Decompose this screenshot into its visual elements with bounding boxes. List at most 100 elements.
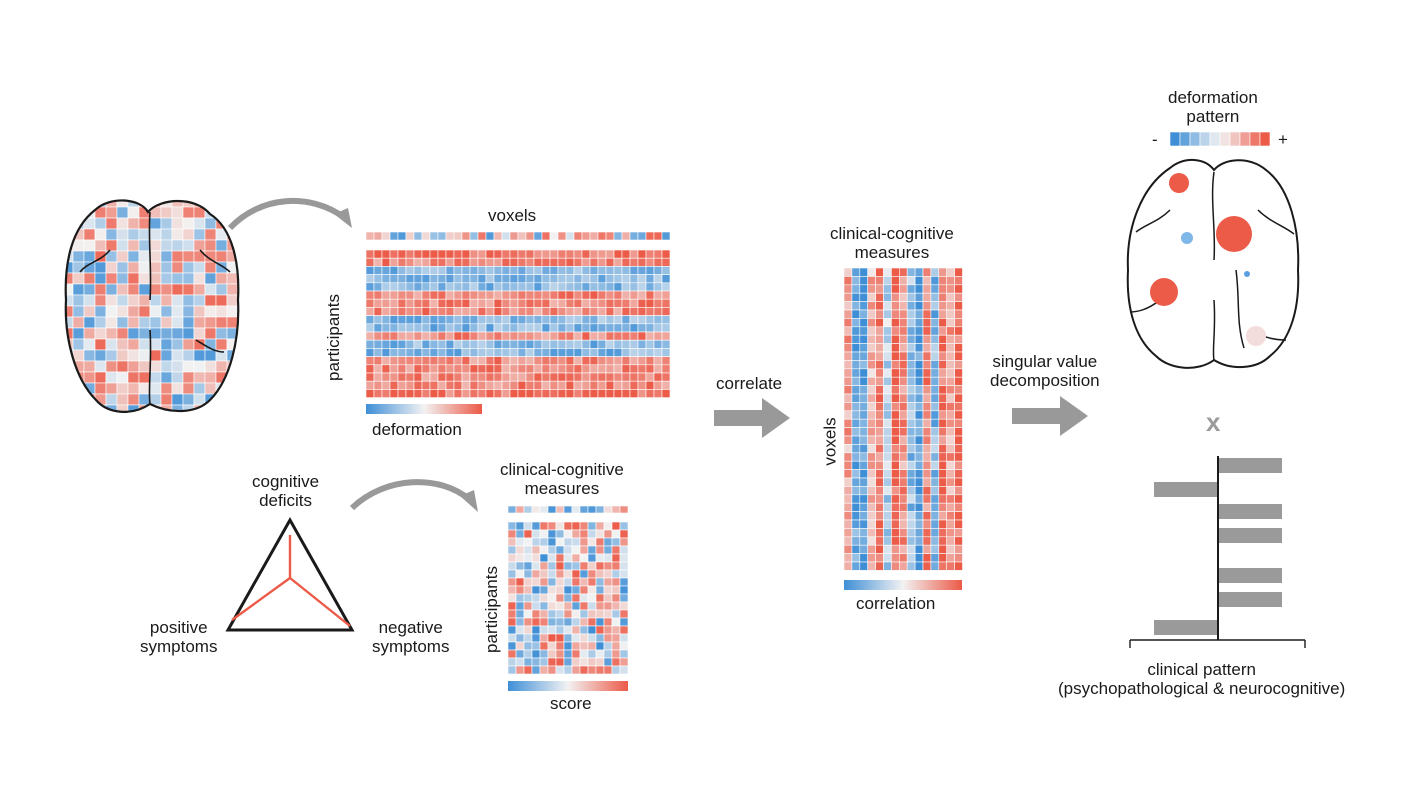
voxel-matrix-cell	[485, 249, 495, 259]
brain-voxel-cell	[226, 206, 239, 219]
correlation-matrix-cell	[891, 368, 900, 378]
voxel-matrix-cell	[461, 380, 471, 390]
correlation-matrix-cell	[906, 360, 916, 370]
correlation-matrix-cell	[891, 477, 900, 487]
brain-voxel-cell	[138, 261, 151, 274]
correlation-matrix-cell	[883, 561, 892, 571]
correlation-matrix-cell	[922, 334, 932, 344]
brain-voxel-cell	[237, 393, 239, 406]
voxel-matrix-cell	[573, 257, 583, 267]
voxel-matrix-cell	[565, 266, 575, 275]
brain-voxel-cell	[116, 228, 129, 241]
clinical-matrix-cell	[563, 577, 573, 587]
voxel-matrix-cell	[629, 389, 639, 398]
brain-voxel-cell	[105, 239, 118, 252]
voxel-matrix-cell	[501, 348, 511, 357]
voxel-header-cell	[397, 231, 407, 241]
voxel-matrix-cell	[605, 274, 615, 284]
voxel-matrix-cell	[645, 348, 655, 357]
clinical-matrix-cell	[595, 641, 605, 651]
correlation-matrix-cell	[883, 536, 892, 546]
correlation-matrix-cell	[922, 494, 932, 504]
voxel-matrix-cell	[605, 298, 615, 308]
voxel-header-cell	[661, 231, 671, 241]
voxel-matrix-cell	[525, 257, 535, 267]
voxel-matrix-cell	[573, 249, 583, 259]
voxel-matrix-cell	[629, 315, 639, 325]
correlation-matrix-cell	[954, 469, 963, 479]
correlation-matrix-cell	[859, 318, 868, 328]
brain-voxel-cell	[138, 316, 151, 329]
correlation-matrix-cell	[891, 528, 900, 538]
voxel-matrix-cell	[573, 331, 583, 341]
clinical-matrix-cell	[547, 609, 557, 619]
voxel-matrix-cell	[429, 323, 439, 333]
correlation-matrix-cell	[906, 544, 916, 554]
clinical-matrix-cell	[595, 617, 605, 627]
voxel-matrix-cell	[549, 364, 559, 374]
correlation-matrix-cell	[930, 410, 940, 420]
voxel-matrix-cell	[501, 389, 511, 398]
clinical-matrix-cell	[507, 545, 517, 555]
voxel-matrix-cell	[477, 331, 487, 341]
clinical-matrix-cell	[587, 537, 597, 547]
correlation-matrix-cell	[875, 536, 884, 546]
brain-voxel-cell	[226, 200, 239, 208]
clinical-matrix-cell	[523, 625, 533, 635]
clinical-matrix-cell	[515, 529, 525, 539]
correlation-matrix-cell	[859, 561, 868, 571]
correlation-matrix-cell	[946, 326, 955, 336]
clinical-matrix-cell	[563, 625, 573, 635]
correlation-matrix-cell	[930, 334, 940, 344]
voxel-matrix-cell	[509, 249, 519, 259]
clinical-matrix-cell	[539, 641, 549, 651]
voxel-matrix-cell	[429, 364, 439, 374]
clinical-matrix-cell	[555, 545, 565, 555]
correlation-matrix-cell	[859, 284, 868, 294]
correlation-matrix-cell	[914, 351, 924, 361]
brain-voxel-cell	[127, 349, 140, 362]
brain-voxel-cell	[105, 217, 118, 230]
voxel-matrix-cell	[581, 257, 591, 267]
correlation-matrix-cell	[946, 402, 955, 412]
correlation-matrix-cell	[914, 376, 924, 386]
voxel-matrix-cell	[653, 315, 663, 325]
brain-voxel-cell	[127, 217, 140, 230]
correlation-matrix-cell	[898, 427, 908, 437]
correlation-matrix-cell	[930, 368, 940, 378]
correlation-matrix-cell	[859, 444, 868, 454]
voxel-matrix-cell	[365, 339, 375, 349]
clinical-matrix-cell	[603, 665, 613, 675]
voxel-matrix-cell	[413, 307, 423, 316]
voxel-matrix-cell	[501, 323, 511, 333]
voxel-matrix-cell	[581, 380, 591, 390]
clinical-matrix-cell	[571, 585, 581, 595]
voxel-matrix-cell	[453, 249, 463, 259]
correlation-matrix-cell	[867, 494, 876, 504]
correlation-matrix-cell	[851, 410, 861, 420]
correlation-matrix-cell	[883, 402, 892, 412]
voxel-matrix-cell	[365, 389, 375, 398]
correlation-matrix-cell	[906, 376, 916, 386]
voxel-matrix-cell	[549, 372, 559, 382]
clinical-matrix-cell	[555, 537, 565, 547]
clinical-matrix-cell	[555, 601, 565, 611]
voxel-matrix-cell	[597, 249, 607, 259]
voxel-matrix-cell	[437, 274, 447, 284]
brain-voxel-cell	[127, 327, 140, 340]
clinical-header-cell	[579, 505, 589, 514]
voxel-matrix-cell	[637, 290, 647, 300]
correlation-matrix-cell	[867, 536, 876, 546]
brain-voxel-cell	[72, 393, 85, 406]
voxel-matrix-cell	[469, 249, 479, 259]
voxel-matrix-cell	[373, 372, 383, 382]
brain-voxel-cell	[215, 404, 228, 412]
correlation-matrix-cell	[843, 276, 853, 286]
voxel-matrix-cell	[381, 364, 391, 374]
voxel-matrix-cell	[541, 290, 551, 300]
voxel-matrix-cell	[421, 307, 431, 316]
brain-voxel-cell	[72, 404, 85, 412]
clinical-matrix-cell	[507, 625, 517, 635]
voxel-matrix-cell	[405, 257, 415, 267]
clinical-matrix-cell	[523, 593, 533, 603]
